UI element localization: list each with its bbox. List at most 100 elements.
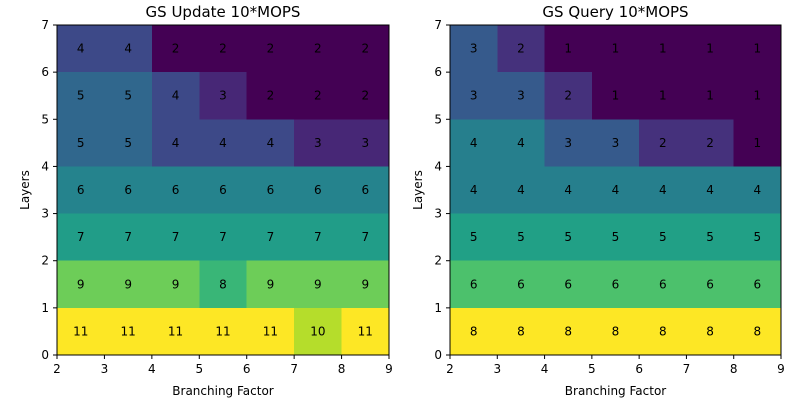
cell-value-label: 11 bbox=[168, 324, 183, 338]
cell-value-label: 9 bbox=[124, 277, 132, 291]
heatmap-cell bbox=[686, 260, 734, 308]
cell-value-label: 6 bbox=[659, 277, 667, 291]
heatmap-cell bbox=[497, 166, 545, 214]
cell-value-label: 6 bbox=[517, 277, 525, 291]
cell-value-label: 4 bbox=[172, 136, 180, 150]
cell-value-label: 4 bbox=[470, 183, 478, 197]
axes-frame bbox=[56, 24, 390, 356]
heatmap-cell bbox=[57, 260, 105, 308]
heatmap-cell bbox=[199, 72, 247, 120]
cell-value-label: 8 bbox=[659, 324, 667, 338]
heatmap-cell bbox=[341, 260, 389, 308]
x-tick-label: 5 bbox=[588, 362, 596, 376]
heatmap-cell bbox=[104, 166, 152, 214]
cell-value-label: 8 bbox=[564, 324, 572, 338]
cell-value-label: 6 bbox=[612, 277, 620, 291]
cell-value-label: 7 bbox=[267, 230, 275, 244]
cell-value-label: 2 bbox=[706, 136, 714, 150]
y-tick-label: 1 bbox=[41, 301, 49, 315]
heatmap-cell bbox=[544, 25, 592, 73]
heatmap-cell bbox=[544, 72, 592, 120]
heatmap-cell bbox=[199, 119, 247, 167]
x-tick-label: 8 bbox=[338, 362, 346, 376]
x-tick-label: 7 bbox=[290, 362, 298, 376]
heatmap-cell bbox=[151, 307, 200, 355]
heatmap-cell bbox=[199, 166, 247, 214]
cell-value-label: 4 bbox=[267, 136, 275, 150]
heatmap-cell bbox=[497, 72, 545, 120]
cell-value-label: 9 bbox=[77, 277, 85, 291]
x-tick-label: 8 bbox=[730, 362, 738, 376]
heatmap-cell bbox=[450, 166, 498, 214]
heatmap-cell bbox=[294, 166, 342, 214]
heatmap-cell bbox=[151, 119, 200, 167]
heatmap-cell bbox=[294, 307, 342, 355]
cell-value-label: 7 bbox=[361, 230, 369, 244]
cell-value-label: 6 bbox=[267, 183, 275, 197]
cell-value-label: 5 bbox=[77, 136, 85, 150]
heatmap-cell bbox=[544, 166, 592, 214]
heatmap-cell bbox=[199, 25, 247, 73]
heatmap-cell bbox=[151, 25, 200, 73]
heatmap-cell bbox=[104, 307, 152, 355]
heatmap-cell bbox=[246, 213, 295, 261]
y-axis-label: Layers bbox=[411, 170, 425, 210]
cell-value-label: 11 bbox=[121, 324, 136, 338]
heatmap-cell bbox=[591, 307, 640, 355]
cell-value-label: 4 bbox=[754, 183, 762, 197]
cell-value-label: 2 bbox=[314, 89, 322, 103]
cell-value-label: 4 bbox=[219, 136, 227, 150]
x-tick-label: 4 bbox=[541, 362, 549, 376]
heatmap-cell bbox=[151, 166, 200, 214]
heatmap-cell bbox=[104, 25, 152, 73]
cell-value-label: 9 bbox=[314, 277, 322, 291]
chart-title: GS Query 10*MOPS bbox=[542, 3, 688, 21]
cell-value-label: 4 bbox=[659, 183, 667, 197]
cell-value-label: 2 bbox=[361, 89, 369, 103]
heatmap-cell bbox=[544, 213, 592, 261]
y-tick-label: 5 bbox=[434, 112, 442, 126]
y-tick-label: 4 bbox=[434, 159, 442, 173]
heatmap-cell bbox=[591, 72, 640, 120]
heatmap-cell bbox=[450, 307, 498, 355]
cell-value-label: 1 bbox=[659, 89, 667, 103]
cell-value-label: 5 bbox=[564, 230, 572, 244]
heatmap-cell bbox=[450, 260, 498, 308]
cell-value-label: 8 bbox=[612, 324, 620, 338]
axes-frame bbox=[449, 24, 782, 356]
x-tick-label: 2 bbox=[53, 362, 61, 376]
cell-value-label: 6 bbox=[754, 277, 762, 291]
cell-value-label: 3 bbox=[470, 42, 478, 56]
cell-value-label: 1 bbox=[564, 42, 572, 56]
y-tick-label: 2 bbox=[434, 254, 442, 268]
y-tick-label: 0 bbox=[41, 348, 49, 362]
heatmap-cell bbox=[639, 166, 687, 214]
cell-value-label: 6 bbox=[706, 277, 714, 291]
heatmap-cell bbox=[246, 307, 295, 355]
cell-value-label: 6 bbox=[172, 183, 180, 197]
cell-value-label: 3 bbox=[517, 89, 525, 103]
heatmap-cell bbox=[246, 119, 295, 167]
heatmap-cell bbox=[341, 213, 389, 261]
cell-value-label: 4 bbox=[564, 183, 572, 197]
x-tick-label: 7 bbox=[683, 362, 691, 376]
heatmap-cell bbox=[733, 213, 781, 261]
chart-title: GS Update 10*MOPS bbox=[146, 3, 301, 21]
y-tick-label: 0 bbox=[434, 348, 442, 362]
heatmap-cell bbox=[341, 166, 389, 214]
heatmap-cell bbox=[294, 72, 342, 120]
heatmap-cell bbox=[199, 213, 247, 261]
heatmap-cell bbox=[450, 72, 498, 120]
cell-value-label: 7 bbox=[219, 230, 227, 244]
cell-value-label: 11 bbox=[358, 324, 373, 338]
heatmap-cell bbox=[686, 166, 734, 214]
heatmap-cell bbox=[341, 119, 389, 167]
cell-value-label: 4 bbox=[612, 183, 620, 197]
cell-value-label: 1 bbox=[612, 89, 620, 103]
heatmap-cell bbox=[151, 260, 200, 308]
cell-value-label: 4 bbox=[470, 136, 478, 150]
heatmap-cell bbox=[294, 260, 342, 308]
cell-value-label: 5 bbox=[612, 230, 620, 244]
